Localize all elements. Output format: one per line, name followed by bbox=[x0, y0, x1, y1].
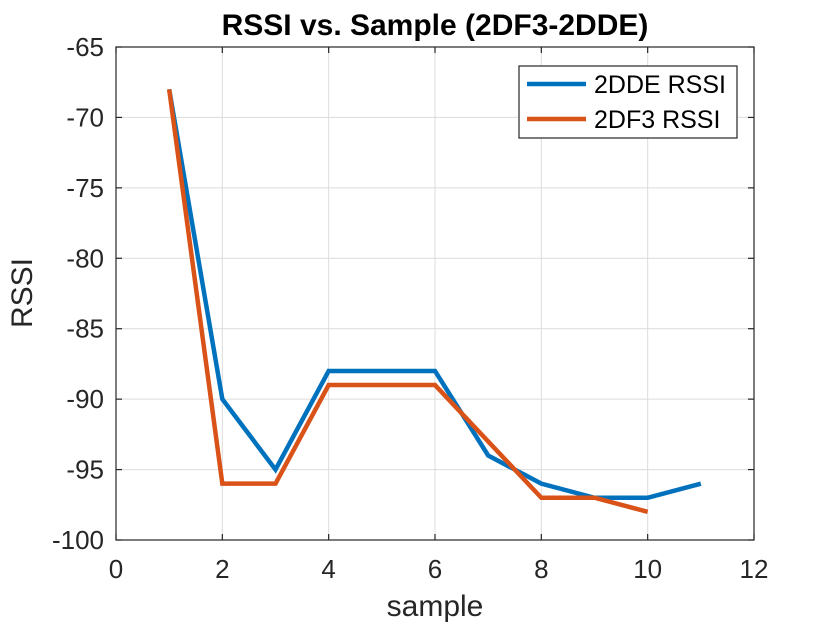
chart-title: RSSI vs. Sample (2DF3-2DDE) bbox=[222, 9, 649, 42]
y-tick-label: -70 bbox=[66, 102, 104, 132]
x-tick-label: 12 bbox=[740, 554, 769, 584]
y-tick-label: -65 bbox=[66, 32, 104, 62]
x-tick-label: 6 bbox=[428, 554, 442, 584]
legend: 2DDE RSSI 2DF3 RSSI bbox=[518, 65, 738, 139]
x-tick-label: 0 bbox=[109, 554, 123, 584]
y-axis-ticks: -100 -95 -90 -85 -80 -75 -70 -65 bbox=[52, 32, 754, 555]
y-tick-label: -80 bbox=[66, 243, 104, 273]
legend-label-2df3: 2DF3 RSSI bbox=[594, 106, 720, 134]
y-tick-label: -100 bbox=[52, 525, 104, 555]
y-tick-label: -85 bbox=[66, 314, 104, 344]
legend-label-2dde: 2DDE RSSI bbox=[594, 71, 726, 99]
series-lines bbox=[166, 88, 702, 515]
x-tick-label: 2 bbox=[215, 554, 229, 584]
series-line-2dde bbox=[166, 88, 702, 500]
x-tick-label: 4 bbox=[321, 554, 335, 584]
x-tick-label: 10 bbox=[633, 554, 662, 584]
x-axis-label: sample bbox=[387, 590, 484, 623]
y-tick-label: -75 bbox=[66, 173, 104, 203]
x-axis-ticks: 0 2 4 6 8 10 12 bbox=[109, 47, 769, 584]
y-tick-label: -95 bbox=[66, 455, 104, 485]
y-tick-label: -90 bbox=[66, 384, 104, 414]
series-line-2df3 bbox=[166, 88, 649, 515]
legend-box bbox=[518, 65, 738, 139]
y-axis-label: RSSI bbox=[6, 258, 39, 328]
x-tick-label: 8 bbox=[534, 554, 548, 584]
